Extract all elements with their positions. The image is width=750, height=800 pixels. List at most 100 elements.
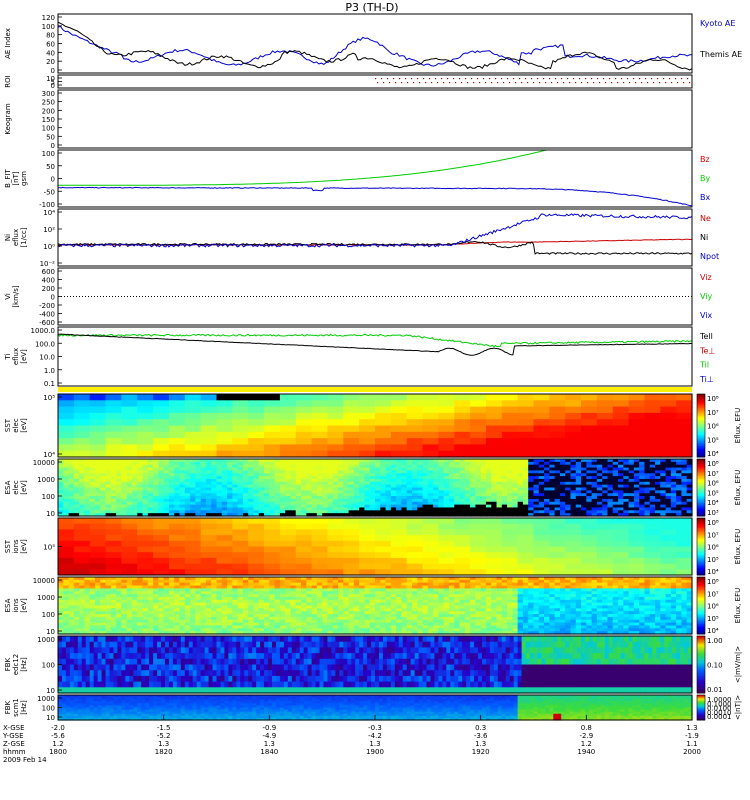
- legend-entry: Te⊥: [699, 346, 715, 355]
- legend-entry: Ni: [700, 233, 708, 242]
- panel-ylabel: ESA: [4, 480, 12, 494]
- panel-ylabel: scm1: [12, 698, 20, 717]
- ytick-label: -600: [39, 319, 55, 327]
- colorbar-esae: [697, 459, 705, 517]
- xaxis-row-label: hhmm: [3, 748, 26, 756]
- panel-ylabel: [eV]: [20, 480, 28, 495]
- xaxis-value: -1.5: [157, 724, 171, 732]
- ytick-label: 100: [42, 662, 55, 670]
- spectrogram-esa-ions: [58, 577, 693, 635]
- panel-ylabel: [eV]: [20, 349, 28, 364]
- panel-ylabel: AE Index: [4, 28, 12, 59]
- ytick-label: 400: [42, 277, 55, 285]
- colorbar-tick: 1.0000: [707, 696, 732, 704]
- xaxis-row-label: 2009 Feb 14: [3, 756, 47, 764]
- panel-ylabel: Vi: [4, 293, 12, 300]
- ytick-label: 150: [42, 116, 55, 124]
- panel-ylabel: Ti: [4, 353, 12, 360]
- ytick-label: 250: [42, 99, 55, 107]
- colorbar-fbkb: [697, 695, 705, 721]
- ytick-label: 0: [51, 67, 55, 75]
- spectrogram-sst-elec: [58, 394, 693, 458]
- colorbar-tick: 10⁶: [707, 480, 719, 488]
- ytick-label: 0: [51, 176, 55, 184]
- colorbar-label: Eflux, EFU: [734, 588, 742, 623]
- ytick-label: 100.0: [35, 340, 55, 348]
- xaxis-value: 1800: [49, 748, 67, 756]
- panel-ylabel: eflux: [12, 229, 20, 246]
- colorbar-tick: 0.01: [707, 686, 723, 694]
- colorbar-tick: 10⁴: [707, 627, 719, 635]
- series-by: [58, 149, 547, 186]
- colorbar-label: Eflux, EFU: [734, 470, 742, 505]
- ytick-label: 10000: [33, 459, 55, 467]
- colorbar-tick: 10³: [707, 509, 719, 517]
- series-ni: [57, 240, 693, 255]
- plot-title: P3 (TH-D): [345, 1, 398, 14]
- panel-ylabel: eflux: [12, 348, 20, 365]
- legend-entry: Bx: [700, 193, 710, 202]
- ytick-label: 1000: [37, 476, 55, 484]
- colorbar-tick: 10⁸: [707, 519, 719, 527]
- xaxis-value: -0.3: [368, 724, 382, 732]
- ytick-label: 0: [51, 294, 55, 302]
- panel-frame-keogram: [57, 89, 693, 149]
- panel-ylabel: elec: [12, 480, 20, 495]
- spectrogram-esa-elec: [58, 459, 693, 517]
- xaxis-value: 1940: [577, 748, 595, 756]
- xaxis-value: 1920: [472, 748, 490, 756]
- legend-entry: Bz: [700, 155, 710, 164]
- xaxis-value: 0.3: [475, 724, 486, 732]
- legend-entry: Themis AE: [699, 50, 742, 59]
- ytick-label: 10⁻²: [40, 260, 56, 268]
- colorbar-tick: 10⁴: [707, 450, 719, 458]
- roi-markers: [375, 78, 691, 84]
- colorbar-tick: 10⁵: [707, 556, 719, 564]
- ytick-label: 10⁴: [43, 209, 55, 217]
- panel-ylabel: ions: [12, 598, 20, 613]
- ytick-label: 50: [46, 163, 55, 171]
- ytick-label: 10000: [33, 577, 55, 585]
- colorbar-label: <|mV/m|>: [734, 646, 742, 683]
- panel-frame-vi: [57, 267, 693, 326]
- colorbar-tick: 0.0001: [707, 713, 732, 721]
- panel-frame-esae: [57, 458, 693, 517]
- colorbar-tick: 0.0100: [707, 705, 732, 713]
- ytick-label: 120: [42, 14, 55, 22]
- colorbar-tick: 10⁷: [707, 409, 719, 417]
- colorbar-label: <|nT|>: [734, 695, 742, 720]
- ytick-label: 300: [42, 90, 55, 98]
- panel-frame-bfgm: [57, 149, 693, 208]
- colorbar-sste: [697, 394, 705, 458]
- ytick-label: 10: [46, 628, 55, 636]
- xaxis-value: 1820: [155, 748, 173, 756]
- panel-ylabel: FBK: [4, 700, 12, 714]
- ytick-label: -100: [39, 201, 55, 209]
- colorbar-tick: 10⁴: [707, 568, 719, 576]
- colorbar-ssti: [697, 518, 705, 576]
- status-bar: [58, 387, 692, 392]
- panel-ylabel: [eV]: [20, 539, 28, 554]
- ytick-label: 20: [46, 58, 55, 66]
- ytick-label: 10: [46, 714, 55, 722]
- xaxis-value: 1.1: [686, 740, 697, 748]
- ytick-label: 100: [42, 23, 55, 31]
- panel-ylabel: [nT]: [12, 171, 20, 185]
- xaxis-row-label: Z-GSE: [3, 740, 25, 748]
- xaxis-value: -0.9: [262, 724, 276, 732]
- panel-frame-sste: [57, 393, 693, 458]
- ytick-label: 0: [51, 142, 55, 150]
- colorbar-tick: 10⁵: [707, 489, 719, 497]
- ytick-label: 200: [42, 285, 55, 293]
- panel-ylabel: Ni: [4, 234, 12, 241]
- panel-frame-roi: [57, 74, 693, 89]
- ytick-label: 10⁰: [43, 243, 55, 251]
- colorbar-tick: 10⁸: [707, 578, 719, 586]
- colorbar-label: Eflux, EFU: [734, 408, 742, 443]
- colorbar-label: Eflux, EFU: [734, 529, 742, 564]
- xaxis-value: 1.2: [52, 740, 63, 748]
- ytick-label: 10⁵: [43, 394, 55, 402]
- xaxis-row-label: Y-GSE: [2, 732, 24, 740]
- ytick-label: 100: [42, 611, 55, 619]
